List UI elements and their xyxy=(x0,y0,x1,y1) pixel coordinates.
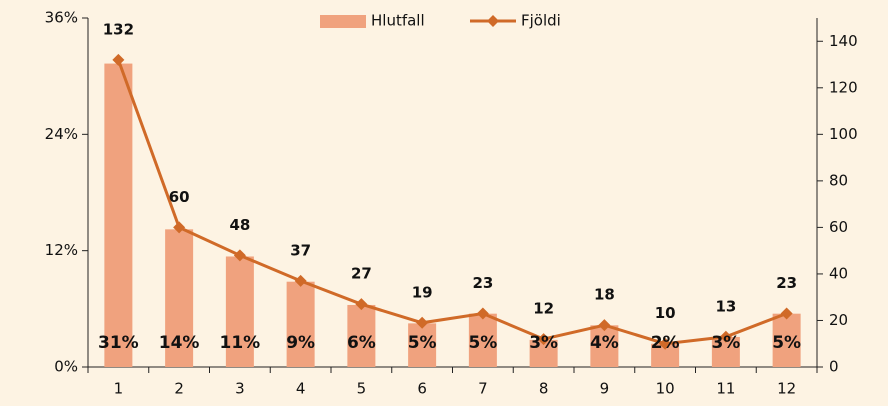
line-marker xyxy=(294,274,307,287)
bar xyxy=(286,281,315,367)
bar xyxy=(408,323,437,367)
line-marker xyxy=(476,307,489,320)
y2-tick-label: 80 xyxy=(829,171,848,189)
bar xyxy=(468,313,497,367)
line-value-label: 18 xyxy=(594,286,615,304)
bar-value-label: 6% xyxy=(347,333,376,353)
line-value-label: 60 xyxy=(169,188,190,206)
bar-value-label: 3% xyxy=(529,333,558,353)
line-value-label: 23 xyxy=(776,274,797,292)
legend-label: Fjöldi xyxy=(521,12,561,30)
line-marker xyxy=(659,337,672,350)
x-tick-label: 9 xyxy=(600,380,610,398)
y2-tick-label: 120 xyxy=(829,78,858,96)
line-value-label: 132 xyxy=(103,20,134,38)
y2-tick-label: 140 xyxy=(829,32,858,50)
bar-value-label: 14% xyxy=(159,333,200,353)
y2-tick-label: 20 xyxy=(829,311,848,329)
bar-value-label: 4% xyxy=(590,333,619,353)
x-tick-label: 8 xyxy=(539,380,549,398)
bar-value-label: 3% xyxy=(711,333,740,353)
y-tick-label: 24% xyxy=(45,125,78,143)
line-marker xyxy=(355,298,368,311)
bar xyxy=(347,304,376,367)
y-tick-label: 12% xyxy=(45,241,78,259)
line-value-label: 19 xyxy=(412,283,433,301)
line-value-label: 48 xyxy=(229,216,250,234)
bar xyxy=(225,256,254,367)
x-tick-label: 10 xyxy=(656,380,675,398)
line-marker xyxy=(598,319,611,332)
line xyxy=(116,59,788,346)
bar-value-label: 31% xyxy=(98,333,139,353)
line-value-label: 37 xyxy=(290,241,311,259)
x-tick-label: 7 xyxy=(478,380,488,398)
y2-tick-label: 60 xyxy=(829,218,848,236)
line-marker xyxy=(416,316,429,329)
y2-tick-label: 100 xyxy=(829,125,858,143)
x-tick-label: 5 xyxy=(357,380,367,398)
bar-value-label: 2% xyxy=(651,333,680,353)
line-value-label: 27 xyxy=(351,265,372,283)
line-marker xyxy=(537,333,550,346)
x-tick-label: 12 xyxy=(777,380,796,398)
line-value-label: 10 xyxy=(655,304,676,322)
x-tick-label: 2 xyxy=(174,380,184,398)
legend-label: Hlutfall xyxy=(371,12,425,30)
line-value-label: 12 xyxy=(533,300,554,318)
x-tick-label: 6 xyxy=(417,380,427,398)
line-marker xyxy=(233,249,246,262)
legend-marker xyxy=(487,15,499,27)
line-marker xyxy=(112,53,125,66)
y2-tick-label: 0 xyxy=(829,358,839,376)
bar-value-label: 5% xyxy=(468,333,497,353)
legend-swatch xyxy=(320,15,366,28)
bar-value-label: 5% xyxy=(408,333,437,353)
x-tick-label: 3 xyxy=(235,380,245,398)
bar xyxy=(165,229,194,367)
bar-value-label: 5% xyxy=(772,333,801,353)
x-tick-label: 1 xyxy=(114,380,124,398)
bar xyxy=(104,63,133,367)
y-tick-label: 0% xyxy=(54,358,78,376)
line-marker xyxy=(780,307,793,320)
bar-value-label: 9% xyxy=(286,333,315,353)
x-tick-label: 4 xyxy=(296,380,306,398)
line-value-label: 23 xyxy=(472,274,493,292)
bar xyxy=(772,313,801,367)
line-marker xyxy=(719,330,732,343)
y-tick-label: 36% xyxy=(45,9,78,27)
line-value-label: 13 xyxy=(715,297,736,315)
bar-value-label: 11% xyxy=(220,333,261,353)
x-tick-label: 11 xyxy=(716,380,735,398)
bar xyxy=(651,343,680,367)
bar xyxy=(590,325,619,367)
y2-tick-label: 40 xyxy=(829,264,848,282)
line-marker xyxy=(173,221,186,234)
